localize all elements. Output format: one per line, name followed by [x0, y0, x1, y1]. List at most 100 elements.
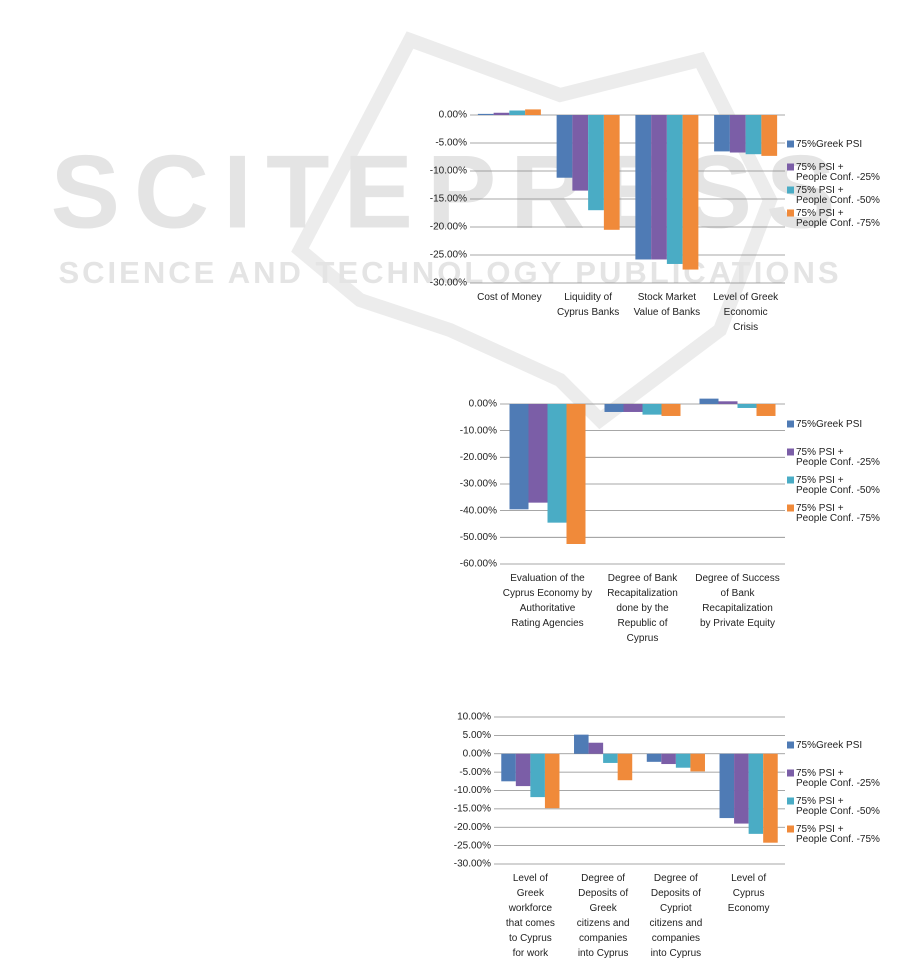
y-tick-label: -20.00%: [460, 452, 497, 463]
bar: [748, 753, 764, 834]
legend-label: 75% PSI + People Conf. -50%: [796, 475, 880, 496]
bar: [718, 401, 738, 404]
y-tick-label: 5.00%: [463, 730, 491, 741]
bar: [646, 753, 662, 762]
legend-swatch: [787, 163, 794, 171]
bar: [699, 398, 719, 404]
bar: [501, 753, 516, 782]
legend-swatch: [787, 186, 794, 194]
legend-swatch: [787, 476, 794, 484]
watermark-title: SCITEPRESS: [51, 134, 850, 250]
x-tick-label: Level of Greek Economic Crisis: [713, 292, 779, 333]
bar: [623, 403, 643, 412]
bar: [572, 115, 589, 191]
bar: [547, 403, 567, 523]
x-tick-label: Cost of Money: [477, 292, 541, 303]
y-tick-label: -40.00%: [460, 505, 497, 516]
bar: [737, 403, 757, 408]
bar: [729, 115, 746, 153]
legend-swatch: [787, 769, 794, 777]
bar: [617, 753, 633, 781]
legend-swatch: [787, 504, 794, 512]
y-tick-label: -20.00%: [454, 822, 491, 833]
y-tick-label: -60.00%: [460, 559, 497, 570]
bar: [719, 753, 735, 819]
legend-swatch: [787, 797, 794, 805]
legend-label: 75% PSI + People Conf. -25%: [796, 162, 880, 183]
y-tick-label: 0.00%: [439, 110, 467, 121]
bar: [642, 403, 662, 415]
bar: [675, 753, 691, 768]
watermark-subtitle: SCIENCE AND TECHNOLOGY PUBLICATIONS: [58, 255, 841, 290]
bar: [588, 742, 604, 754]
y-tick-label: -15.00%: [430, 194, 467, 205]
bar: [528, 403, 548, 503]
bar: [509, 403, 529, 510]
watermark-shape: [291, 31, 778, 430]
bar: [588, 115, 604, 211]
y-tick-label: 10.00%: [457, 712, 491, 723]
bar: [544, 753, 560, 809]
y-tick-label: -5.00%: [459, 767, 491, 778]
legend-label: 75% PSI + People Conf. -50%: [796, 796, 880, 817]
y-tick-label: 0.00%: [469, 399, 497, 410]
bar: [666, 115, 683, 264]
y-tick-label: -25.00%: [454, 840, 491, 851]
bar: [493, 112, 510, 115]
y-tick-label: -25.00%: [430, 250, 467, 261]
x-tick-label: Liquidity of Cyprus Banks: [557, 292, 619, 318]
y-tick-label: -50.00%: [460, 532, 497, 543]
legend-label: 75%Greek PSI: [796, 419, 862, 430]
x-tick-label: Degree of Deposits of Cypriot citizens and c…: [649, 873, 702, 963]
y-tick-label: -10.00%: [454, 785, 491, 796]
bar: [603, 753, 618, 763]
legend-swatch: [787, 448, 794, 456]
y-tick-label: -10.00%: [460, 425, 497, 436]
bar: [635, 115, 652, 260]
legend-label: 75% PSI + People Conf. -25%: [796, 447, 880, 468]
bar: [661, 753, 676, 765]
bar: [604, 403, 624, 412]
bar: [574, 734, 589, 754]
legend-label: 75% PSI + People Conf. -75%: [796, 503, 880, 524]
bar: [734, 753, 749, 824]
x-tick-label: Degree of Bank Recapitalization done by th…: [607, 573, 678, 644]
x-tick-label: Degree of Success of Bank Recapitalization…: [695, 573, 780, 629]
bar: [515, 753, 531, 787]
y-tick-label: -15.00%: [454, 804, 491, 815]
y-tick-label: 0.00%: [463, 748, 491, 759]
bar: [756, 403, 776, 416]
legend-swatch: [787, 140, 794, 148]
x-tick-label: Evaluation of the Cyprus Economy by Author…: [503, 573, 592, 629]
legend-swatch: [787, 741, 794, 749]
x-tick-label: Stock Market Value of Banks: [634, 292, 701, 318]
bar: [477, 113, 494, 115]
y-tick-label: -30.00%: [430, 278, 467, 289]
legend-swatch: [787, 209, 794, 217]
bar: [651, 115, 667, 260]
y-tick-label: -10.00%: [430, 166, 467, 177]
legend-label: 75% PSI + People Conf. -75%: [796, 824, 880, 845]
y-tick-label: -30.00%: [454, 859, 491, 870]
legend-label: 75%Greek PSI: [796, 740, 862, 751]
bar: [690, 753, 705, 772]
bar: [566, 403, 586, 544]
bar: [556, 115, 573, 178]
y-tick-label: -20.00%: [430, 222, 467, 233]
bar: [509, 110, 526, 115]
legend-swatch: [787, 420, 794, 428]
bar: [763, 753, 778, 843]
legend-label: 75%Greek PSI: [796, 139, 862, 150]
legend-swatch: [787, 825, 794, 833]
y-tick-label: -5.00%: [435, 138, 467, 149]
legend-label: 75% PSI + People Conf. -75%: [796, 208, 880, 229]
bar: [530, 753, 545, 798]
bar: [682, 115, 699, 270]
bar: [761, 115, 778, 156]
x-tick-label: Level of Greek workforce that comes to Cypru…: [506, 873, 555, 959]
bar: [745, 115, 762, 155]
bar: [525, 109, 541, 115]
x-tick-label: Degree of Deposits of Greek citizens and com…: [577, 873, 630, 963]
